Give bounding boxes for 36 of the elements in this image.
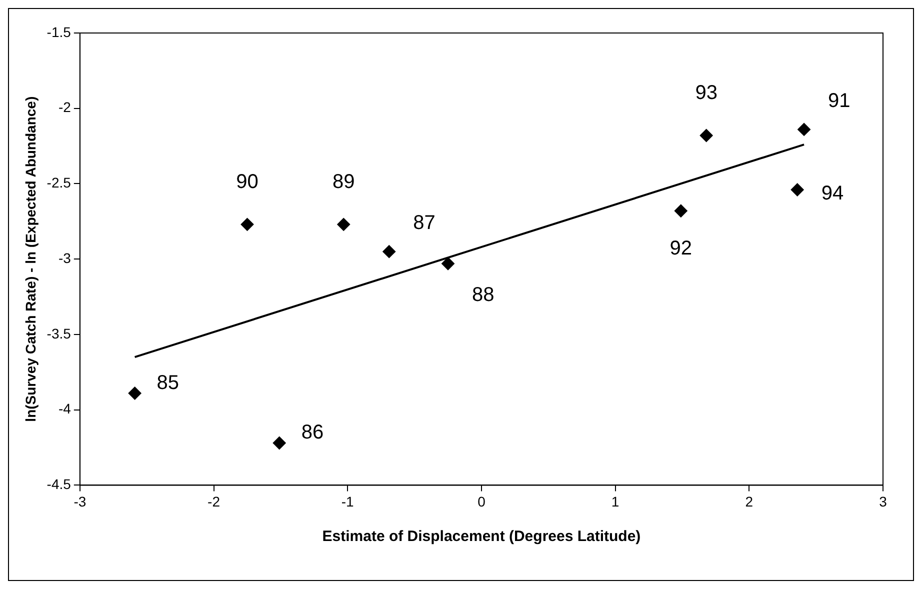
x-tick-label: -1 bbox=[341, 493, 354, 510]
y-tick-label: -3.5 bbox=[46, 325, 72, 342]
annotation: 90 bbox=[236, 170, 258, 193]
annotation: 86 bbox=[301, 422, 324, 444]
y-tick-label: -4.5 bbox=[46, 476, 72, 492]
point bbox=[240, 218, 254, 231]
y-tick-label: -2 bbox=[58, 99, 72, 116]
point bbox=[790, 183, 804, 196]
x-tick-label: -2 bbox=[208, 493, 220, 510]
annotation: 94 bbox=[821, 182, 844, 204]
y-tick-label: -4 bbox=[58, 400, 72, 417]
point bbox=[442, 257, 454, 270]
y-tick-label: -3 bbox=[58, 250, 72, 266]
point bbox=[700, 129, 713, 142]
point bbox=[272, 436, 286, 450]
annotation: 92 bbox=[670, 237, 692, 260]
point bbox=[382, 245, 396, 258]
x-axis-title: Estimate of Displacement (Degrees Latitude) bbox=[322, 528, 641, 546]
y-tick-label: -1.5 bbox=[46, 24, 72, 40]
x-tick-label: 0 bbox=[478, 493, 486, 510]
point bbox=[674, 204, 688, 218]
y-tick-label: -2.5 bbox=[46, 174, 72, 191]
annotation: 91 bbox=[828, 90, 850, 112]
x-tick-label: -3 bbox=[74, 493, 86, 510]
annotation: 85 bbox=[156, 372, 180, 394]
annotation: 87 bbox=[413, 212, 436, 234]
y-axis-title: ln(Survey Catch Rate) - ln (Expected Abundance) bbox=[22, 96, 38, 422]
x-tick-label: 2 bbox=[745, 493, 754, 510]
point bbox=[798, 122, 811, 136]
annotation: 93 bbox=[695, 82, 718, 104]
point bbox=[337, 218, 350, 231]
point bbox=[128, 386, 142, 400]
x-tick-label: 3 bbox=[879, 493, 888, 510]
annotation: 89 bbox=[332, 170, 355, 193]
x-tick-label: 1 bbox=[611, 493, 620, 510]
annotation: 88 bbox=[472, 284, 494, 306]
